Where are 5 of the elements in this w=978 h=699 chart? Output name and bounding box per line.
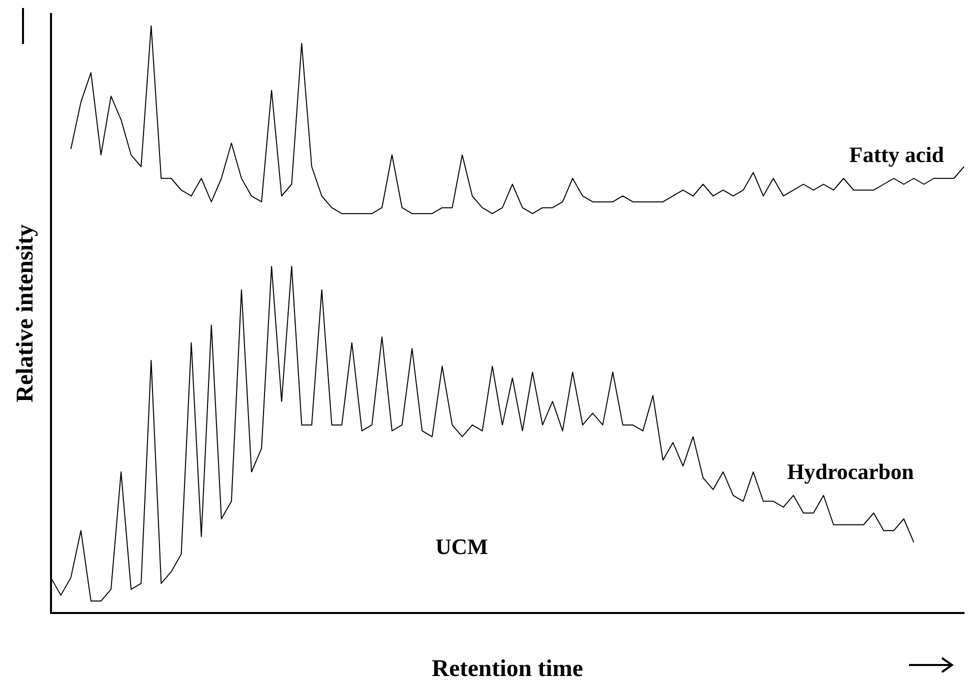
x-axis-title: Retention time [432, 656, 584, 682]
series-label: Hydrocarbon [787, 459, 914, 484]
series-label: Fatty acid [849, 142, 944, 168]
y-axis-title: Relative intensity [12, 224, 39, 402]
annotation: UCM [435, 534, 488, 559]
